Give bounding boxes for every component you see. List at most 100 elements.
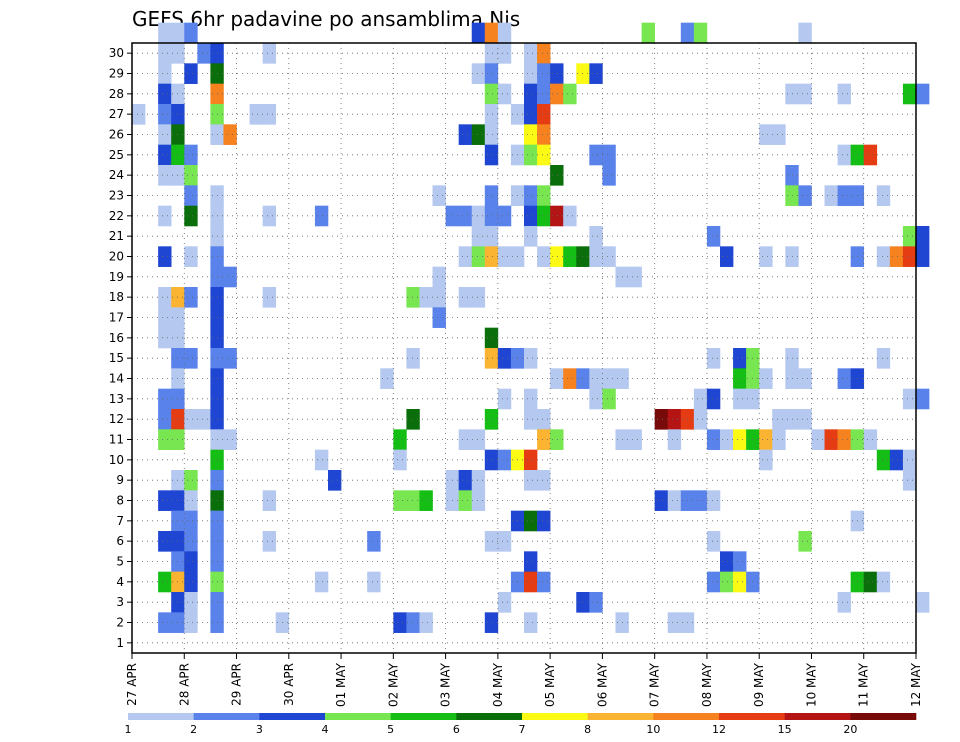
heatmap-cell [484, 43, 499, 64]
heatmap-cell [158, 63, 172, 84]
heatmap-cell [484, 63, 499, 84]
legend-label: 5 [387, 723, 394, 736]
plot-frame [131, 42, 917, 654]
heatmap-cell [158, 22, 172, 44]
x-tick-label: 30 APR [282, 663, 296, 706]
heatmap-cell [497, 83, 512, 105]
heatmap-cell [798, 83, 812, 105]
heatmap-cell [471, 63, 486, 84]
heatmap-cell [484, 144, 499, 166]
heatmap-cell [419, 490, 433, 511]
x-tick-label: 05 MAY [543, 662, 557, 707]
heatmap-cell [876, 185, 891, 206]
heatmap-cell [589, 368, 603, 389]
heatmap-cell [158, 124, 172, 145]
x-tick-label: 01 MAY [334, 662, 348, 707]
heatmap-cell [837, 83, 851, 105]
x-tick-label: 04 MAY [491, 662, 505, 707]
legend-label: 4 [322, 723, 329, 736]
heatmap-cell [602, 388, 616, 410]
heatmap-cell [471, 22, 486, 44]
heatmap-cell [628, 429, 642, 450]
y-tick-label: 5 [116, 555, 124, 569]
heatmap-cell [367, 531, 381, 552]
heatmap-cell [693, 490, 708, 511]
heatmap-cell [458, 287, 473, 308]
y-tick-label: 15 [109, 351, 124, 365]
heatmap-cell [393, 449, 407, 471]
heatmap-cell [158, 388, 172, 410]
heatmap-cell [314, 449, 329, 471]
heatmap-cell [654, 490, 669, 511]
heatmap-cell [406, 409, 420, 430]
legend-label: 10 [646, 723, 660, 736]
y-tick-label: 29 [109, 67, 124, 81]
heatmap-cell [158, 246, 172, 267]
x-tick-label: 06 MAY [595, 662, 609, 707]
heatmap-cell [497, 388, 512, 410]
color-legend: 1 2 3 4 5 6 7 8 10 12 15 20 [125, 713, 917, 736]
heatmap-cell [171, 22, 185, 44]
heatmap-cell [484, 124, 499, 145]
legend-swatch [193, 713, 260, 720]
heatmap-cell [158, 531, 172, 552]
y-tick-label: 4 [116, 575, 124, 589]
heatmap-cell [524, 470, 538, 491]
y-tick-label: 21 [109, 229, 124, 243]
heatmap-cell [524, 43, 538, 64]
heatmap-cell [184, 205, 198, 227]
heatmap-cell [563, 246, 577, 267]
heatmap-cells [132, 22, 930, 633]
y-tick-label: 26 [109, 128, 124, 142]
heatmap-cell [314, 571, 329, 593]
x-axis-labels: 27 APR 28 APR 29 APR 30 APR 01 MAY 02 MAY 03 M… [125, 662, 923, 707]
heatmap-cell [733, 429, 747, 450]
legend-swatch [390, 713, 457, 720]
heatmap-cell [484, 104, 499, 125]
heatmap-cell [589, 246, 603, 267]
legend-swatch [653, 713, 720, 720]
heatmap-cell [537, 246, 551, 267]
heatmap-cell [184, 571, 198, 593]
heatmap-cell [916, 388, 930, 410]
heatmap-cell [902, 449, 917, 471]
heatmap-cell [497, 43, 512, 64]
heatmap-cell [314, 205, 329, 227]
heatmap-cell [720, 246, 734, 267]
heatmap-cell [589, 144, 603, 166]
x-tick-label: 10 MAY [804, 662, 818, 707]
heatmap-cell [158, 287, 172, 308]
heatmap-cell [876, 571, 891, 593]
heatmap-cell [158, 307, 172, 328]
heatmap-cell [602, 246, 616, 267]
legend-label: 20 [843, 723, 857, 736]
heatmap-cell [563, 83, 577, 105]
legend-label: 7 [519, 723, 526, 736]
heatmap-cell [837, 144, 851, 166]
heatmap-cell [602, 165, 616, 186]
heatmap-cell [184, 470, 198, 491]
heatmap-cell [524, 185, 538, 206]
heatmap-cell [693, 388, 708, 410]
heatmap-cell [158, 43, 172, 64]
heatmap-cell [798, 409, 812, 430]
legend-label: 12 [712, 723, 726, 736]
heatmap-cell [772, 124, 786, 145]
heatmap-cell [537, 409, 551, 430]
heatmap-cell [497, 449, 512, 471]
heatmap-cell [406, 490, 420, 511]
heatmap-cell [916, 83, 930, 105]
heatmap-cell [406, 612, 420, 633]
legend-swatch [259, 713, 326, 720]
heatmap-cell [367, 571, 381, 593]
y-tick-label: 27 [109, 107, 124, 121]
y-tick-label: 12 [109, 412, 124, 426]
legend-swatch [325, 713, 391, 720]
heatmap-cell [158, 429, 172, 450]
heatmap-cell [589, 592, 603, 613]
heatmap-cell [197, 43, 211, 64]
heatmap-cell [550, 83, 564, 105]
heatmap-cell [720, 571, 734, 593]
heatmap-cell [223, 124, 237, 145]
heatmap-cell [471, 226, 486, 247]
